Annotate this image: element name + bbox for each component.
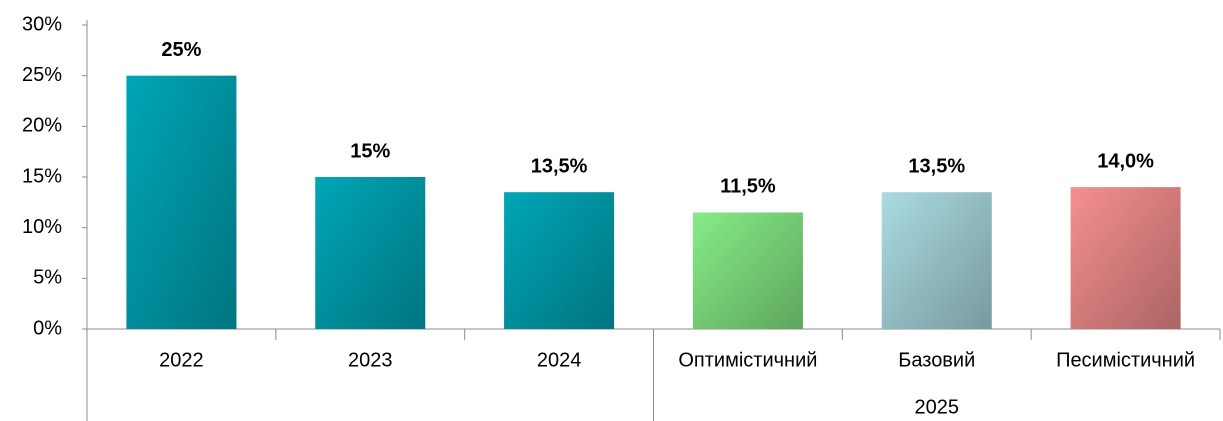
data-label: 13,5%	[908, 155, 965, 177]
bar	[315, 177, 426, 329]
y-tick-label: 0%	[33, 317, 62, 339]
y-tick-label: 5%	[33, 267, 62, 289]
bar	[1070, 187, 1181, 329]
y-tick-label: 20%	[22, 115, 62, 137]
x-tick-label: 2022	[159, 349, 204, 371]
data-label: 25%	[161, 39, 201, 61]
x-tick-label: Базовий	[898, 349, 975, 371]
bar	[126, 75, 237, 330]
x-tick-label: 2024	[537, 349, 582, 371]
data-label: 14,0%	[1097, 150, 1154, 172]
x-tick-label: Оптимістичний	[678, 349, 817, 371]
y-tick-label: 10%	[22, 216, 62, 238]
data-label: 13,5%	[531, 155, 588, 177]
group-label: 2025	[915, 396, 960, 418]
bar	[692, 212, 803, 329]
x-tick-label: Песимістичний	[1056, 349, 1195, 371]
data-label: 15%	[350, 140, 390, 162]
data-label: 11,5%	[720, 176, 776, 198]
y-tick-label: 15%	[22, 165, 62, 187]
y-tick-label: 30%	[22, 13, 62, 35]
y-tick-label: 25%	[22, 64, 62, 86]
x-tick-label: 2023	[348, 349, 393, 371]
bar	[504, 192, 615, 329]
bar	[881, 192, 992, 329]
